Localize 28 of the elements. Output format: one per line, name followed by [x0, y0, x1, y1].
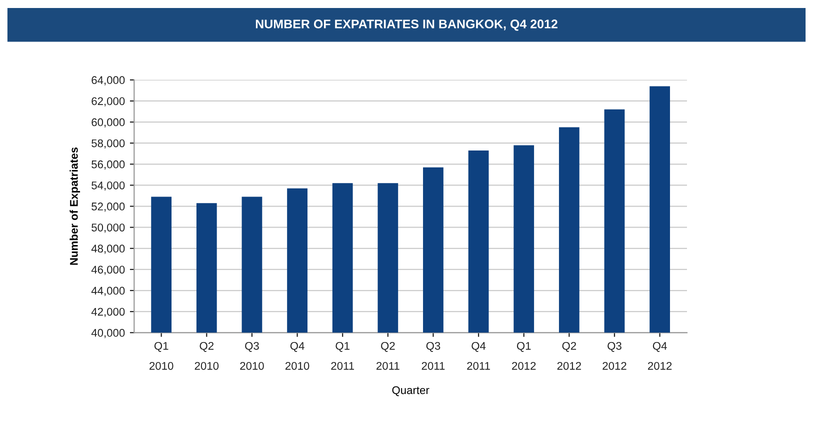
- x-tick-label: Q2 2011: [376, 342, 400, 370]
- x-axis-title: Quarter: [392, 386, 430, 396]
- y-tick-label: 60,000: [92, 118, 125, 128]
- y-tick-label: 54,000: [92, 181, 125, 191]
- y-tick-label: 40,000: [91, 328, 125, 338]
- y-tick-label: 48,000: [91, 244, 125, 254]
- y-tick-label: 56,000: [92, 160, 125, 170]
- x-tick-label: Q4 2012: [648, 342, 672, 370]
- chart-title: NUMBER OF EXPATRIATES IN BANGKOK, Q4 2012: [256, 20, 558, 31]
- x-tick-label: Q3 2012: [602, 342, 626, 370]
- y-tick-label: 44,000: [91, 286, 125, 296]
- y-tick-label: 42,000: [91, 308, 125, 318]
- y-tick-label: 46,000: [91, 266, 125, 275]
- y-tick-label: 50,000: [92, 224, 125, 233]
- y-tick-label: 64,000: [92, 76, 125, 86]
- x-tick-label: Q2 2012: [557, 342, 581, 370]
- y-tick-label: 58,000: [92, 139, 125, 149]
- x-tick-label: Q4 2011: [467, 342, 490, 370]
- x-tick-label: Q1 2012: [512, 342, 536, 370]
- x-tick-label: Q3 2011: [422, 342, 445, 370]
- x-tick-label: Q2 2010: [194, 342, 219, 370]
- x-tick-label: Q1 2011: [331, 342, 354, 370]
- x-tick-label: Q3 2010: [240, 342, 264, 370]
- y-axis-title: Number of Expatriates: [70, 147, 80, 265]
- y-tick-label: 62,000: [92, 97, 125, 106]
- x-tick-label: Q4 2010: [285, 342, 310, 370]
- y-tick-label: 52,000: [92, 202, 125, 212]
- x-tick-label: Q1 2010: [150, 342, 174, 370]
